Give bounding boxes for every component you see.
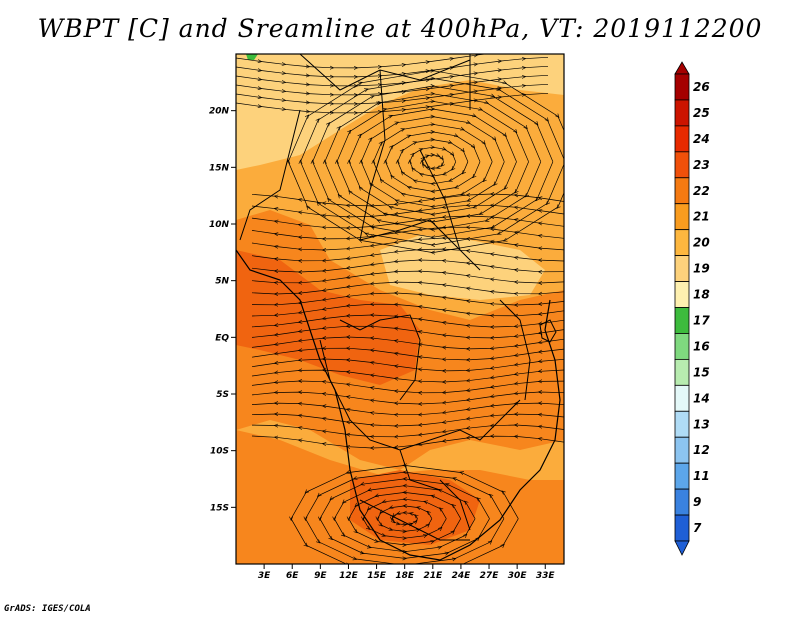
lat-tick-label: 5N: [215, 277, 229, 287]
streamlines: [236, 54, 564, 564]
lon-tick-label: 24E: [452, 571, 472, 581]
lat-axis: 20N 15N 10N 5N EQ 5S 10S 15S: [209, 107, 236, 513]
lat-tick-label: EQ: [215, 333, 229, 343]
lat-tick-label: 10N: [209, 220, 230, 230]
streamline: [251, 205, 564, 217]
colorbar-label: 20: [693, 236, 710, 250]
colorbar-swatch: [674, 229, 690, 257]
field-green-spot: [246, 54, 258, 60]
colorbar-label: 17: [693, 313, 710, 327]
map-frame: [235, 53, 565, 565]
streamline: [291, 465, 519, 564]
lat-tick-label: 5S: [216, 390, 229, 400]
colorbar-label: 19: [693, 262, 710, 276]
colorbar-label: 7: [693, 521, 702, 535]
colorbar-label: 12: [693, 443, 710, 457]
colorbar-bottom-arrow: [674, 540, 690, 556]
colorbar-swatch: [674, 151, 690, 179]
lon-tick-label: 6E: [286, 571, 299, 581]
lon-tick-label: 33E: [536, 571, 556, 581]
streamline: [251, 436, 564, 448]
colorbar-label: 18: [693, 288, 710, 302]
colorbar-swatch: [674, 333, 690, 360]
colorbar-label: 22: [693, 184, 710, 198]
colorbar-swatch: [674, 307, 690, 334]
colorbar-swatch: [674, 99, 690, 127]
colorbar-top-arrow: [674, 61, 690, 75]
lon-tick-label: 18E: [395, 571, 415, 581]
grads-credit: GrADS: IGES/COLA: [4, 604, 91, 614]
lon-tick-label: 9E: [314, 571, 327, 581]
colorbar-swatch: [674, 203, 690, 231]
lon-tick-label: 27E: [480, 571, 500, 581]
colorbar-label: 16: [693, 339, 710, 353]
colorbar-label: 21: [693, 210, 710, 224]
streamline: [251, 216, 564, 228]
streamline: [236, 93, 549, 113]
lat-tick-label: 10S: [210, 447, 229, 457]
colorbar-label: 25: [693, 106, 710, 120]
colorbar-swatch: [674, 281, 690, 308]
lon-tick-label: 3E: [258, 571, 271, 581]
colorbar: 26 25 24 23 22 21 20 19 18 17 16 15 14 13 12 11 9 7: [674, 61, 710, 556]
colorbar-swatch: [674, 384, 690, 412]
colorbar-label: 9: [693, 495, 701, 509]
lat-tick-label: 15N: [209, 163, 230, 173]
colorbar-label: 13: [693, 417, 710, 431]
colorbar-swatch: [674, 410, 690, 438]
streamline: [251, 359, 564, 371]
colorbar-swatch: [674, 73, 690, 101]
lon-tick-label: 21E: [423, 571, 443, 581]
lon-tick-label: 30E: [508, 571, 528, 581]
lon-tick-label: 12E: [339, 571, 359, 581]
colorbar-swatch: [674, 177, 690, 205]
colorbar-swatch: [674, 358, 690, 386]
colorbar-label: 11: [693, 469, 710, 483]
colorbar-swatch: [674, 514, 690, 542]
colorbar-label: 26: [693, 80, 710, 94]
map-plot-area: [236, 54, 564, 564]
lat-tick-label: 20N: [209, 107, 230, 117]
colorbar-swatch: [674, 462, 690, 490]
streamline: [251, 348, 564, 360]
colorbar-label: 24: [693, 132, 710, 146]
colorbar-label: 14: [693, 391, 710, 405]
colorbar-swatch: [674, 436, 690, 464]
lat-tick-label: 15S: [210, 503, 229, 513]
chart-title: WBPT [C] and Sreamline at 400hPa, VT: 20…: [37, 14, 763, 43]
colorbar-swatch: [674, 255, 690, 282]
colorbar-swatch: [674, 125, 690, 153]
streamline: [251, 194, 564, 206]
colorbar-label: 15: [693, 365, 710, 379]
lon-axis: 3E 6E 9E 12E 15E 18E 21E 24E 27E 30E 33E: [258, 564, 556, 581]
colorbar-label: 23: [693, 158, 710, 172]
colorbar-swatch: [674, 488, 690, 516]
lon-tick-label: 15E: [367, 571, 387, 581]
